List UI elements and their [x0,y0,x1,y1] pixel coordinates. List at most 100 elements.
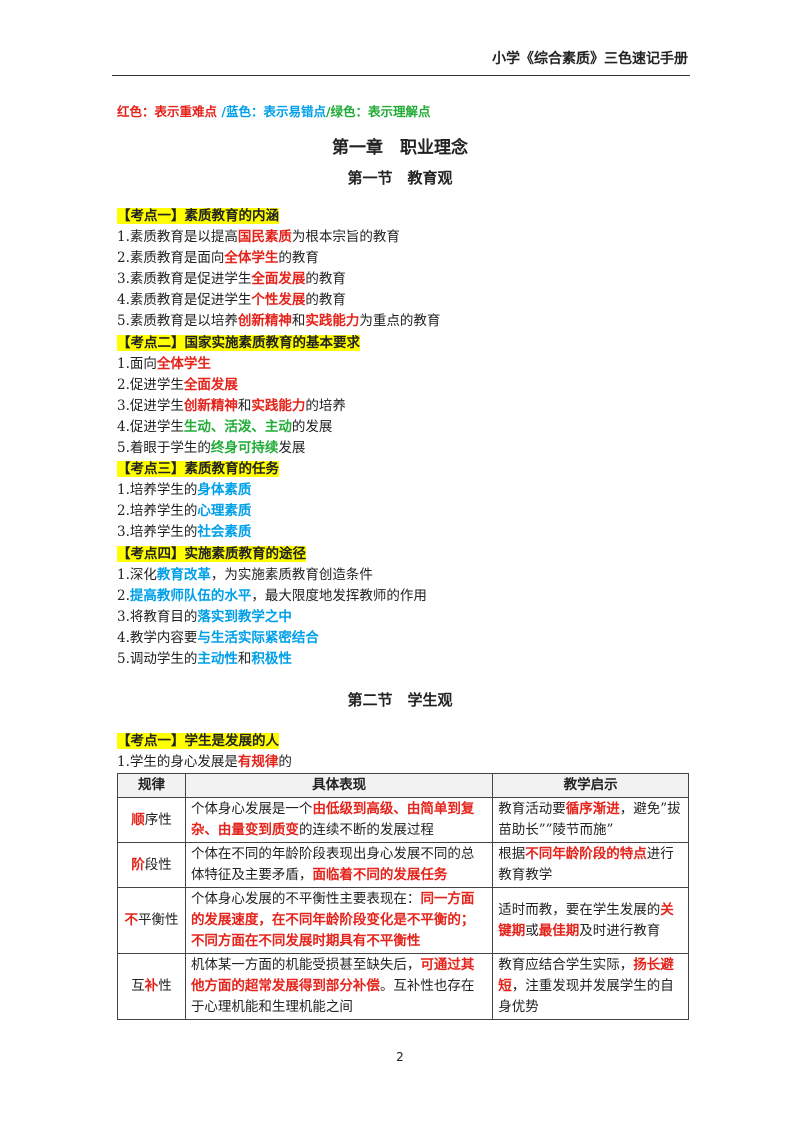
text-run: 身体素质 [197,482,252,499]
text-run: 发展 [278,440,306,457]
column-header: 规律 [117,773,186,798]
list-item: 5.素质教育是以培养创新精神和实践能力为重点的教育 [117,311,692,332]
text-run: 循序渐进 [565,801,620,817]
table-cell: 个体身心发展是一个由低级到高级、由简单到复杂、由量变到质变的连续不断的发展过程 [184,797,494,843]
point-heading: 【考点三】素质教育的任务 [117,459,692,480]
text-run: 的教育 [305,271,346,288]
list-item: 3.培养学生的社会素质 [117,522,692,543]
text-run: /蓝色：表示 [217,104,289,119]
text-run: 同一方面的发展速度，在不同年龄阶段变化是不平衡的；不同方面在不同发展时期具有不平… [190,891,475,949]
table-cell: 互补性 [117,953,186,1020]
text-run: 的 [278,754,292,771]
table-cell: 顺序性 [117,797,186,843]
text-run: 或 [525,922,539,939]
text-run: 的发展 [291,418,333,435]
point-heading-text: 【考点一】学生是发展的人 [117,733,279,749]
table-cell: 阶段性 [117,842,186,888]
list-item: 2.提高教师队伍的水平，最大限度地发挥教师的作用 [117,586,692,607]
text-run: 根据 [498,846,526,862]
text-run: 5.着眼于学生的 [117,440,211,457]
text-run: 个体在不同的年龄阶段表现出身心发展不同的总体特征及主要矛盾， [190,846,475,883]
point-heading-text: 【考点一】素质教育的内涵 [117,208,279,224]
text-run: 1.面向 [117,355,157,372]
section-title: 第二节 学生观 [347,691,453,709]
text-run: 不同年龄阶段的特点 [525,846,647,862]
text-run: 全体学生 [224,250,279,267]
text-run: 的教育 [278,250,319,267]
text-run: 积极性 [251,650,292,667]
text-run: 社会素质 [197,524,252,541]
table-cell: 教育应结合学生实际，扬长避短，注重发现并发展学生的自身优势 [492,953,689,1020]
text-run: 可通过其他方面的超常发展得到部分补偿 [190,957,475,994]
text-run: 为根本宗旨的教育 [291,229,400,246]
text-run: 教育应结合学生实际， [498,957,634,973]
list-item: 5.着眼于学生的终身可持续发展 [117,438,692,459]
list-item: 2.培养学生的心理素质 [117,501,692,522]
text-run: 落实到教学之中 [197,608,292,625]
text-run: 实践能力 [305,313,360,330]
text-run: 主动性 [197,650,238,667]
text-run: 易错点 [288,104,326,119]
point-heading-text: 【考点二】国家实施素质教育的基本要求 [117,334,360,351]
text-run: 段性 [144,856,172,873]
table-row: 阶段性 个体在不同的年龄阶段表现出身心发展不同的总体特征及主要矛盾，面临着不同的发… [117,842,689,888]
point-heading: 【考点一】学生是发展的人 [117,731,692,752]
list-item: 1.深化教育改革，为实施素质教育创造条件 [117,565,692,586]
table-row: 不平衡性 个体身心发展的不平衡性主要表现在：同一方面的发展速度，在不同年龄阶段变化… [117,887,689,954]
list-item: 1.素质教育是以提高国民素质为根本宗旨的教育 [117,227,692,248]
text-run: 全面发展 [183,376,238,393]
text-run: 1.深化 [117,566,157,583]
text-run: 的培养 [305,397,346,414]
text-run: 创新精神 [183,397,238,414]
list-item: 4.素质教育是促进学生个性发展的教育 [117,290,692,311]
list-item: 3.促进学生创新精神和实践能力的培养 [117,396,692,417]
text-run: 为重点的教育 [359,313,441,330]
text-run: 生动、活泼、主动 [183,418,292,435]
text-run: 3.促进学生 [117,397,184,414]
text-run: 1.学生的身心发展是 [117,754,238,771]
text-run: 创新精神 [237,313,292,330]
section-title: 第一节 教育观 [347,169,453,187]
table-cell: 个体身心发展的不平衡性主要表现在：同一方面的发展速度，在不同年龄阶段变化是不平衡… [184,887,494,954]
text-run: 最佳期 [538,922,580,939]
text-run: 2. [117,587,130,604]
text-run: 1.素质教育是以提高 [117,229,238,246]
table-cell: 不平衡性 [117,887,186,954]
list-item: 2.素质教育是面向全体学生的教育 [117,248,692,269]
text-run: ，最大限度地发挥教师的作用 [251,587,427,604]
table-cell: 个体在不同的年龄阶段表现出身心发展不同的总体特征及主要矛盾，面临着不同的发展任务 [184,842,494,888]
table-header: 规律 具体表现 教学启示 [117,773,689,798]
table-row: 互补性 机体某一方面的机能受损甚至缺失后，可通过其他方面的超常发展得到部分补偿。互… [117,953,689,1020]
list-item: 3.素质教育是促进学生全面发展的教育 [117,269,692,290]
text-run: ，避免”拔苗助长””陵节而施” [498,801,681,838]
text-run: 2.培养学生的 [117,503,198,520]
table-cell: 教育活动要循序渐进，避免”拔苗助长””陵节而施” [492,797,689,843]
text-run: 终身可持续 [210,440,279,457]
text-run: 机体某一方面的机能受损甚至缺失后， [190,957,421,973]
text-run: 个性发展 [251,292,306,309]
list-item: 3.将教育目的落实到教学之中 [117,607,692,628]
list-item: 1.学生的身心发展是有规律的 [117,752,692,773]
point-heading: 【考点二】国家实施素质教育的基本要求 [117,333,692,354]
text-run: 平衡性 [137,912,179,928]
text-run: 2.素质教育是面向 [117,250,225,267]
point-heading-text: 【考点四】实施素质教育的途径 [117,545,306,562]
text-run: 个体身心发展是一个 [190,801,313,817]
text-run: 2.促进学生 [117,376,184,393]
text-run: 由低级到高级、由简单到复杂、由量变到质变 [190,801,475,838]
text-run: 4.教学内容要 [117,629,198,646]
point-heading-text: 【考点三】素质教育的任务 [117,461,279,478]
text-run: 全面发展 [251,271,306,288]
point-heading: 【考点一】素质教育的内涵 [117,206,692,227]
text-run: 全体学生 [156,355,211,372]
header-title: 小学《综合素质》三色速记手册 [492,51,688,67]
text-run: 3.培养学生的 [117,524,198,541]
text-run: 个体身心发展的不平衡性主要表现在： [190,891,421,907]
text-run: 顺 [131,811,145,828]
text-run: /绿色：表示 [325,104,394,119]
text-run: 理解点 [393,104,431,119]
text-run: 进行教育教学 [498,846,674,883]
list-item: 4.促进学生生动、活泼、主动的发展 [117,417,692,438]
text-run: 序性 [144,811,172,828]
text-run: 4.素质教育是促进学生 [117,292,252,309]
